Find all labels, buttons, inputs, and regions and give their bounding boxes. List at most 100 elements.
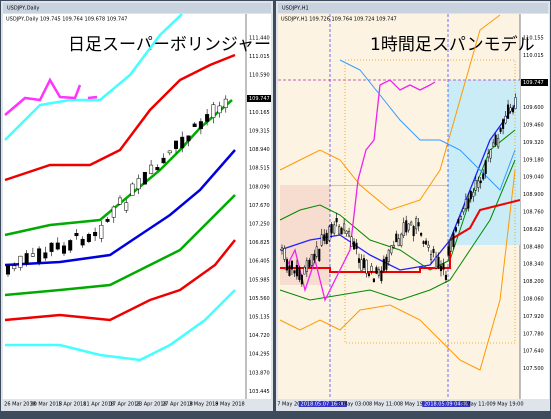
chart-label: 1時間足スパンモデル — [370, 34, 535, 55]
candle-body — [192, 123, 197, 127]
candle-body — [93, 231, 98, 237]
candle-body — [313, 253, 316, 261]
candle-body — [407, 223, 410, 231]
candle-body — [477, 180, 480, 188]
price-label: 109.315 — [249, 129, 270, 135]
right-window: USDJPY,H1 1時間足スパンモデル USDJPY,H1 109.726 1… — [276, 1, 550, 411]
candle-body — [186, 135, 191, 142]
band-red-upper — [4, 53, 236, 182]
candle-body — [387, 249, 390, 262]
candle-body — [464, 199, 467, 209]
candle-body — [415, 218, 418, 230]
candle-body — [504, 115, 507, 124]
price-label: 108.090 — [249, 184, 270, 190]
price-label: 103.445 — [249, 389, 270, 395]
candle-body — [6, 265, 10, 275]
price-label: 107.250 — [249, 222, 270, 228]
date-label: 9 May 2018 — [215, 402, 244, 408]
candle-body — [295, 264, 298, 277]
price-label: 111.440 — [249, 36, 270, 42]
lagging-line — [87, 95, 98, 100]
date-label: 30 Mar 2018 — [30, 402, 62, 408]
candle-body — [149, 164, 154, 174]
candle-body — [305, 260, 308, 272]
date-label: 2018.05.07 16:00 — [301, 402, 346, 408]
candle-body — [124, 202, 129, 211]
candle-body — [422, 241, 425, 244]
candle-body — [427, 244, 430, 248]
price-label: 110.590 — [249, 73, 270, 79]
candle-body — [454, 227, 457, 232]
candle-body — [198, 121, 203, 130]
candle-body — [118, 197, 122, 205]
candle-body — [355, 242, 358, 249]
candle-body — [390, 245, 393, 254]
price-label: 107.920 — [523, 314, 544, 320]
band-mid — [4, 149, 236, 267]
price-label: 108.340 — [523, 262, 544, 268]
candle-body — [290, 260, 293, 270]
candle-body — [395, 233, 398, 243]
candle-body — [360, 259, 363, 271]
candle-body — [377, 269, 380, 276]
price-label: 109.460 — [523, 123, 544, 129]
current-price: 109.747 — [249, 96, 270, 102]
candle-body — [330, 224, 333, 234]
candle-body — [37, 248, 42, 263]
candle-body — [484, 160, 487, 174]
candle-body — [303, 267, 306, 275]
candle-body — [434, 256, 438, 269]
candle-body — [467, 198, 470, 209]
candle-body — [472, 191, 475, 197]
candle-body — [457, 219, 460, 224]
candle-body — [293, 270, 296, 274]
chart-label: 日足スーパーボリンジャー — [68, 35, 271, 55]
info-line: USDJPY,H1 109.726 109.764 109.724 109.74… — [281, 17, 397, 23]
candle-body — [497, 138, 500, 148]
date-label: 17 Apr 2018 — [110, 402, 141, 408]
title-bar[interactable] — [278, 3, 548, 13]
candle-body — [315, 246, 318, 257]
price-label: 103.870 — [249, 370, 270, 376]
date-label: 2018.05.09 04:00 — [424, 402, 469, 408]
price-label: 109.320 — [523, 140, 544, 146]
price-label: 107.640 — [523, 349, 544, 355]
title-bar[interactable] — [3, 3, 271, 13]
candle-body — [161, 157, 166, 164]
candle-body — [318, 248, 321, 262]
candle-body — [397, 238, 400, 246]
candle-body — [469, 190, 472, 200]
candles — [280, 93, 517, 287]
price-label: 108.940 — [249, 147, 270, 153]
candle-body — [217, 105, 222, 114]
date-label: 27 Apr 2018 — [162, 402, 193, 408]
date-label: 7 May 2018 — [277, 402, 306, 408]
candle-body — [511, 107, 515, 113]
price-label: 111.015 — [249, 54, 270, 60]
candle-body — [462, 208, 465, 213]
date-label: 3 May 2018 — [189, 402, 218, 408]
price-axis — [246, 14, 271, 399]
candle-body — [43, 252, 48, 259]
red-line — [280, 199, 521, 273]
candle-body — [211, 104, 216, 118]
band-cyan-upper — [4, 13, 183, 141]
date-label: 11 Apr 2018 — [83, 402, 114, 408]
candle-body — [370, 265, 373, 272]
candle-body — [345, 230, 348, 234]
left-window: USDJPY,Daily USDJPY,Daily 109.745 109.76… — [1, 1, 273, 411]
candle-body — [180, 136, 185, 149]
candle-body — [417, 222, 420, 227]
band-green-lower — [4, 194, 236, 297]
current-price-box — [521, 79, 548, 86]
candle-body — [205, 114, 210, 122]
candle-body — [400, 233, 403, 246]
price-label: 109.180 — [523, 157, 544, 163]
candle-body — [474, 180, 477, 191]
date-label: 9 May 11:00 — [462, 402, 493, 408]
price-label: 107.780 — [523, 331, 544, 337]
candle-body — [442, 263, 445, 270]
candle-body — [130, 183, 135, 196]
candle-body — [482, 173, 485, 180]
price-label: 110.015 — [523, 53, 544, 59]
